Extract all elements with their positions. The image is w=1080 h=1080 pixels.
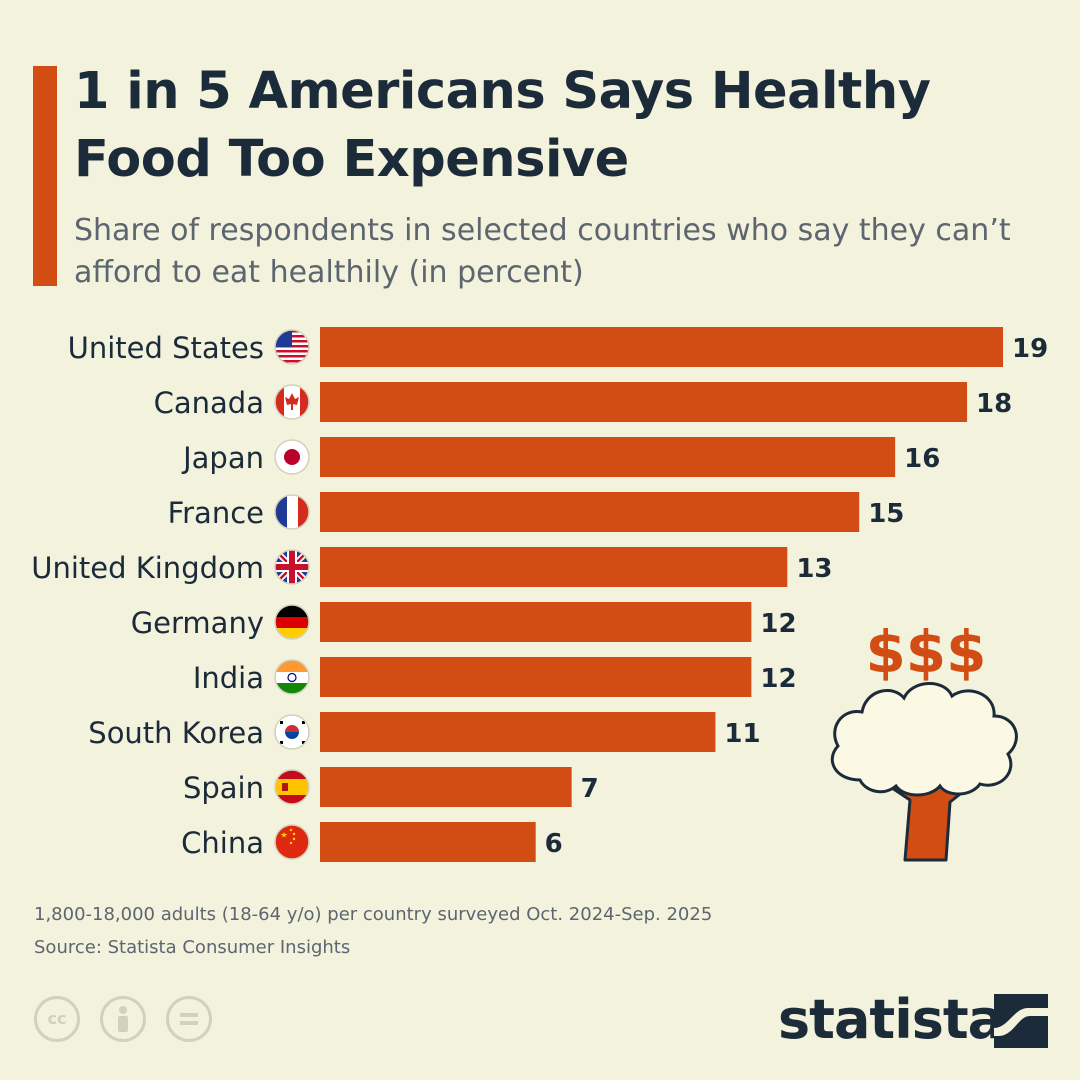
bar-value-label: 13 (796, 554, 832, 584)
category-label: United Kingdom (31, 551, 264, 585)
page-title: 1 in 5 Americans Says Healthy Food Too E… (74, 62, 931, 189)
bar-value-label: 12 (760, 664, 796, 694)
category-label: India (193, 661, 264, 695)
category-label: France (168, 496, 264, 530)
bar (320, 492, 860, 532)
us-flag-icon (274, 329, 310, 365)
bar-chart: 19 United States 18 Canada 16 Japan 15 France 13… (31, 327, 1048, 862)
bar (320, 327, 1003, 367)
bar-value-label: 15 (868, 499, 904, 529)
bar-value-label: 6 (545, 829, 563, 859)
bar (320, 822, 536, 862)
survey-footnote: 1,800-18,000 adults (18-64 y/o) per coun… (34, 904, 713, 925)
source-note: Source: Statista Consumer Insights (34, 937, 351, 958)
title-accent-bar (33, 66, 57, 286)
bar (320, 547, 788, 587)
category-label: Japan (181, 441, 264, 475)
chart-subtitle: Share of respondents in selected countri… (74, 213, 1011, 290)
bar-value-label: 16 (904, 444, 940, 474)
japan-flag-icon (274, 439, 310, 475)
creative-commons-icon[interactable]: cc (34, 996, 80, 1042)
canada-flag-icon (274, 384, 310, 420)
france-flag-icon (274, 494, 310, 530)
category-label: United States (68, 331, 264, 365)
category-label: Canada (154, 386, 264, 420)
bar-value-label: 12 (760, 609, 796, 639)
category-label: China (181, 826, 264, 860)
bar (320, 657, 752, 697)
bar (320, 437, 896, 477)
bar-value-label: 19 (1012, 334, 1048, 364)
south-korea-flag-icon (274, 714, 310, 750)
bar (320, 382, 968, 422)
dollar-signs-symbol: $$$ (865, 618, 986, 686)
bar-value-label: 7 (581, 774, 599, 804)
bar (320, 602, 752, 642)
category-label: Spain (183, 771, 264, 805)
no-derivatives-icon[interactable] (166, 996, 212, 1042)
statista-logo-mark (994, 994, 1048, 1048)
india-flag-icon (274, 659, 310, 695)
category-label: South Korea (88, 716, 264, 750)
bar-value-label: 11 (724, 719, 760, 749)
broccoli-icon (830, 682, 1018, 862)
uk-flag-icon (274, 549, 310, 585)
category-label: Germany (131, 606, 264, 640)
germany-flag-icon (274, 604, 310, 640)
statista-logo[interactable]: statista (778, 988, 1004, 1051)
bar-value-label: 18 (976, 389, 1012, 419)
bar (320, 712, 716, 752)
bar (320, 767, 572, 807)
attribution-icon[interactable] (100, 996, 146, 1042)
spain-flag-icon (274, 769, 310, 805)
china-flag-icon (274, 824, 310, 860)
